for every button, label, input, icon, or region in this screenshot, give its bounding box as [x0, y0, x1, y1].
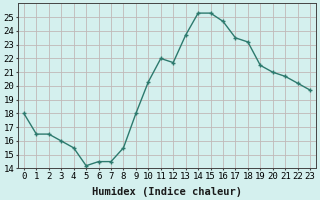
- X-axis label: Humidex (Indice chaleur): Humidex (Indice chaleur): [92, 186, 242, 197]
